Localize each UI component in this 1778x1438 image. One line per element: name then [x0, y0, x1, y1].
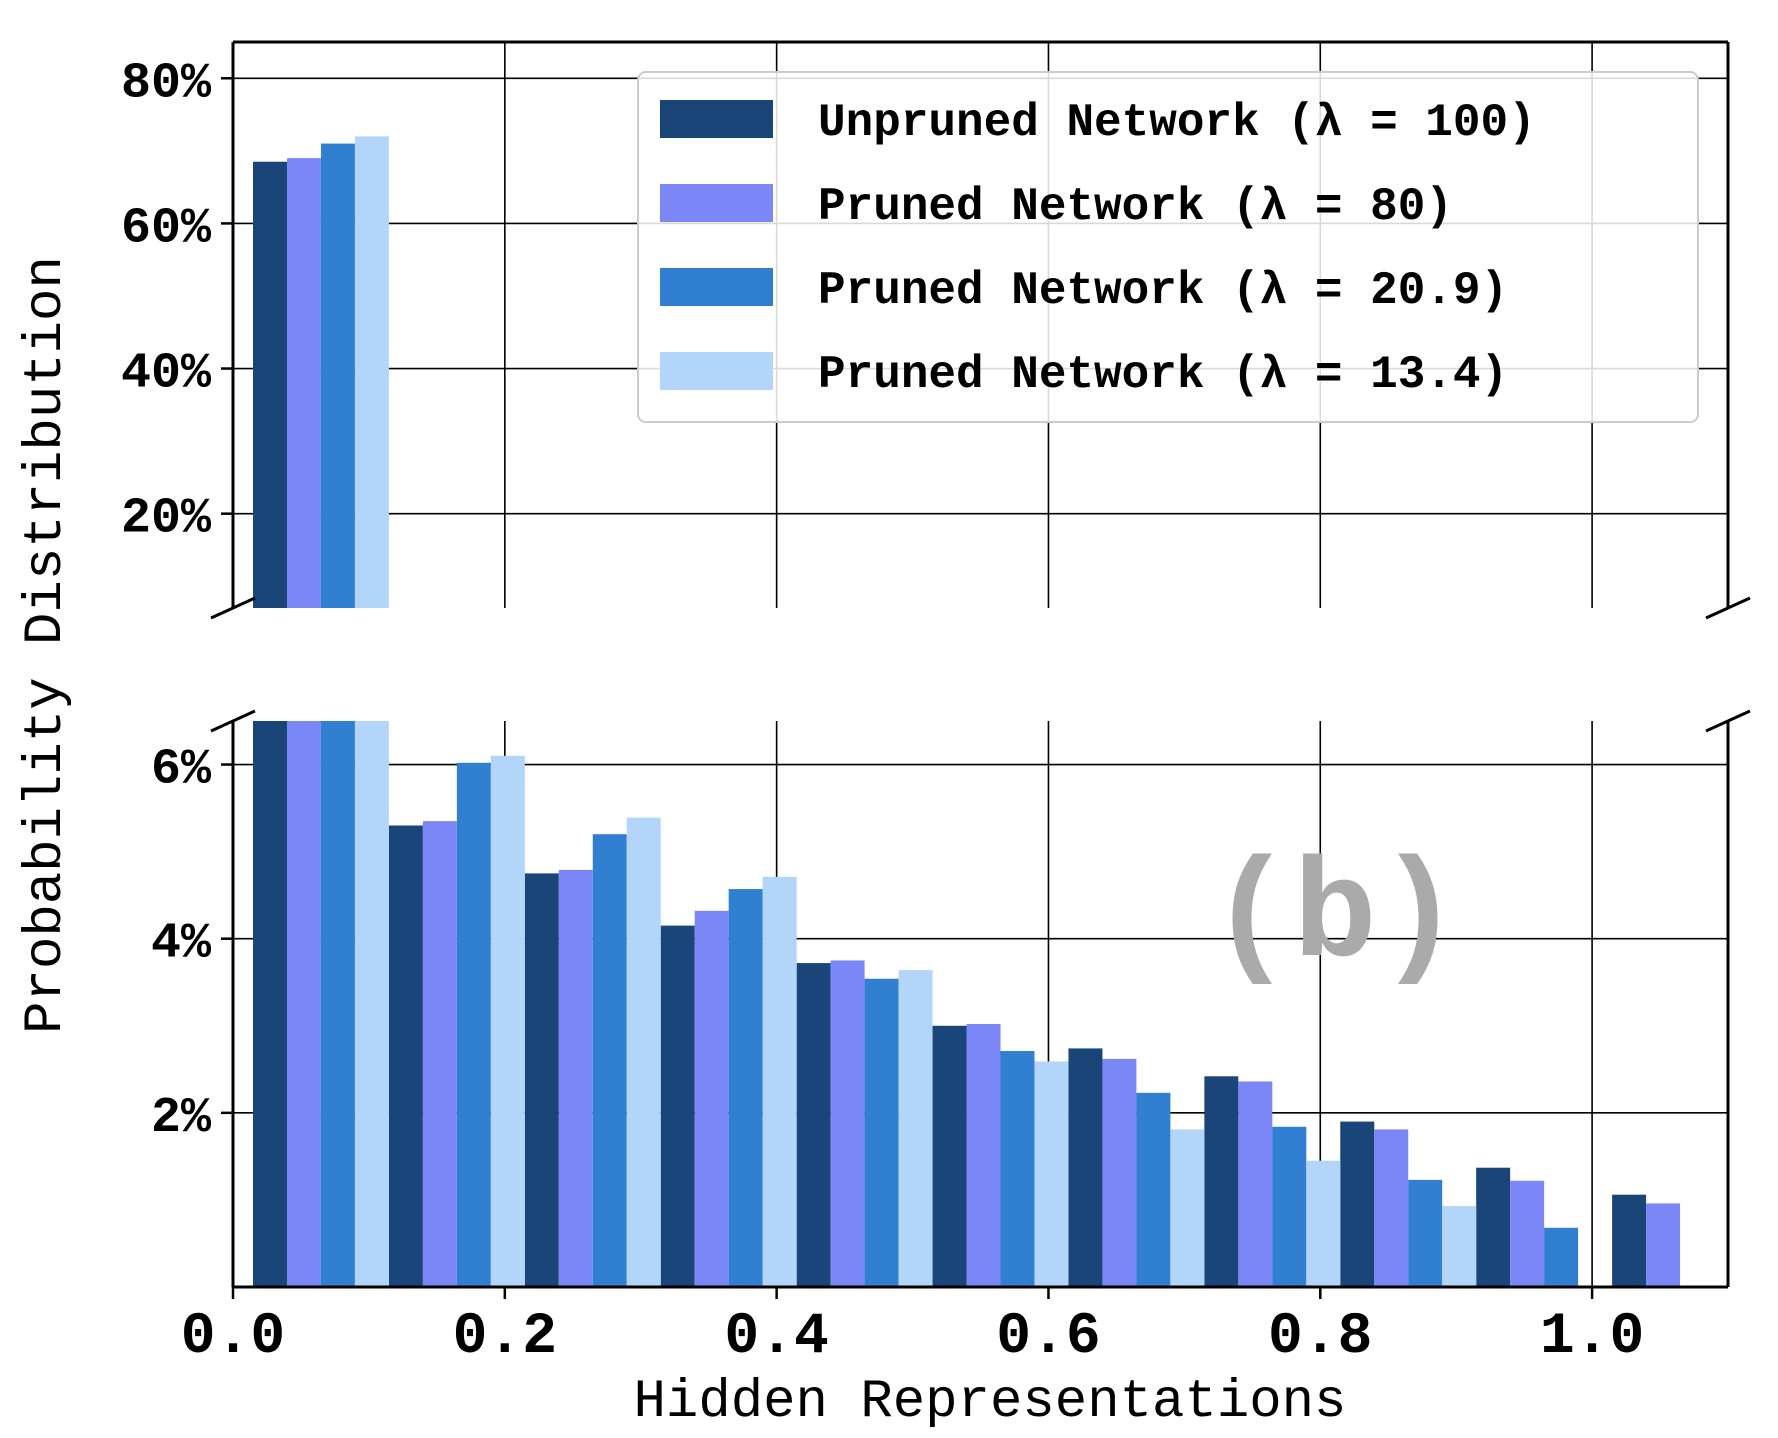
bar: [1204, 1076, 1239, 1287]
top-panel: 20% 40% 60% 80%: [121, 40, 1730, 608]
bar: [320, 721, 355, 1287]
bar: [558, 869, 593, 1287]
bar: [898, 970, 933, 1287]
bar: [694, 910, 729, 1287]
axis-break-mark: [210, 709, 256, 733]
x-tick-label: 0.0: [181, 1305, 285, 1370]
bar: [388, 825, 423, 1287]
x-tick-label: 1.0: [1540, 1305, 1644, 1370]
bar: [830, 960, 865, 1287]
legend-label: Unpruned Network (λ = 100): [818, 97, 1536, 149]
legend-box: [637, 71, 1699, 423]
bar: [1374, 1129, 1409, 1287]
bars-top: [253, 136, 389, 608]
y-axis-title: Probability Distribution: [16, 256, 77, 1034]
bar: [1000, 1051, 1035, 1287]
bar: [762, 876, 797, 1287]
bar: [286, 721, 321, 1287]
x-tick-labels: 0.0 0.2 0.4 0.6 0.8 1.0: [181, 1287, 1644, 1370]
bar: [1034, 1061, 1069, 1287]
axis-break-mark: [1705, 596, 1751, 620]
bar: [728, 889, 763, 1287]
bar: [354, 136, 389, 608]
x-axis-title: Hidden Representations: [634, 1372, 1347, 1433]
bar: [490, 755, 525, 1287]
bars-bottom: [253, 721, 1681, 1287]
bar: [320, 143, 355, 608]
x-tick-label: 0.8: [1268, 1305, 1372, 1370]
legend: Unpruned Network (λ = 100) Pruned Network…: [637, 71, 1699, 423]
y-tick-label: 40%: [121, 346, 212, 403]
bottom-panel: 2% 4% 6%: [151, 721, 1730, 1289]
bar: [966, 1024, 1001, 1287]
bar: [1238, 1081, 1273, 1287]
bar: [1612, 1194, 1647, 1287]
bar: [626, 817, 661, 1287]
y-tick-label: 20%: [121, 491, 212, 548]
bar: [1068, 1048, 1103, 1287]
legend-swatch: [660, 184, 773, 222]
bar: [1544, 1227, 1579, 1287]
bar: [1102, 1058, 1137, 1287]
bar: [796, 963, 831, 1287]
bar: [1510, 1180, 1545, 1287]
y-tick-label: 6%: [151, 742, 212, 799]
bar: [660, 925, 695, 1287]
bar: [1272, 1126, 1307, 1287]
legend-label: Pruned Network (λ = 13.4): [818, 349, 1508, 401]
legend-swatch: [660, 100, 773, 138]
bar: [524, 873, 559, 1287]
legend-swatch: [660, 352, 773, 390]
y-tick-label: 2%: [151, 1090, 212, 1147]
bar: [864, 978, 899, 1287]
bar: [1136, 1092, 1171, 1287]
bar: [1442, 1206, 1477, 1287]
bar: [422, 821, 457, 1287]
y-tick-label: 60%: [121, 200, 212, 257]
legend-label: Pruned Network (λ = 80): [818, 181, 1453, 233]
axis-break-mark: [1705, 709, 1751, 733]
bar: [286, 158, 321, 608]
bar: [253, 721, 287, 1287]
bar: [1170, 1129, 1205, 1287]
y-tick-label: 80%: [121, 55, 212, 112]
axis-break-mark: [210, 596, 256, 620]
bar: [1476, 1167, 1511, 1287]
x-tick-label: 0.2: [453, 1305, 557, 1370]
bar: [354, 721, 389, 1287]
bar: [592, 834, 627, 1287]
x-tick-label: 0.4: [724, 1305, 828, 1370]
panel-annotation: (b): [1209, 839, 1461, 998]
legend-swatch: [660, 268, 773, 306]
bar: [456, 762, 491, 1287]
bar: [932, 1025, 967, 1287]
bar: [1646, 1203, 1681, 1287]
bar: [1408, 1179, 1443, 1287]
y-tick-label: 4%: [151, 916, 212, 973]
legend-label: Pruned Network (λ = 20.9): [818, 265, 1508, 317]
bar: [253, 161, 287, 608]
bar: [1340, 1121, 1375, 1287]
bar: [1306, 1160, 1341, 1287]
x-tick-label: 0.6: [996, 1305, 1100, 1370]
